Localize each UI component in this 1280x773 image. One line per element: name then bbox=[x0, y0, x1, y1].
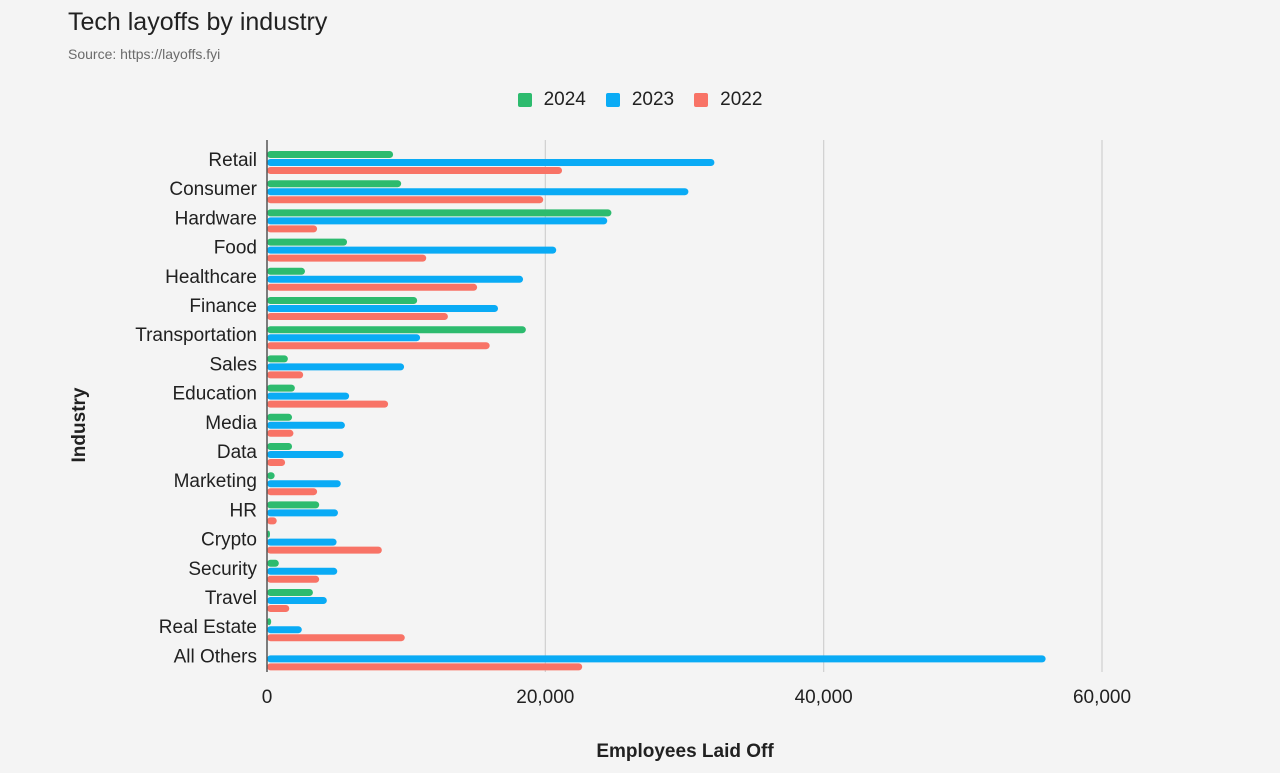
y-tick-label: Real Estate bbox=[159, 617, 257, 638]
y-tick-label: Security bbox=[188, 559, 257, 580]
bar-2022-education[interactable] bbox=[267, 400, 389, 408]
bar-2022-sales[interactable] bbox=[267, 371, 304, 379]
bar-2023-hardware[interactable] bbox=[267, 217, 608, 225]
bar-2024-transportation[interactable] bbox=[267, 326, 526, 334]
bar-2022-marketing[interactable] bbox=[267, 488, 318, 496]
bar-2023-all-others[interactable] bbox=[267, 655, 1046, 663]
bar-2023-sales[interactable] bbox=[267, 363, 405, 371]
bar-2023-crypto[interactable] bbox=[267, 538, 337, 546]
bar-2024-data[interactable] bbox=[267, 443, 293, 450]
bars bbox=[267, 151, 1046, 671]
bar-2022-healthcare[interactable] bbox=[267, 283, 478, 291]
bar-2024-hardware[interactable] bbox=[267, 209, 612, 217]
bar-2022-data[interactable] bbox=[267, 459, 286, 466]
bar-2023-marketing[interactable] bbox=[267, 480, 341, 488]
legend: 2024 2023 2022 bbox=[0, 89, 1280, 111]
bar-2024-retail[interactable] bbox=[267, 151, 394, 158]
y-tick-label: Media bbox=[205, 413, 257, 434]
bar-2023-transportation[interactable] bbox=[267, 334, 421, 342]
y-tick-label: Sales bbox=[209, 354, 257, 375]
x-tick-label: 40,000 bbox=[795, 687, 853, 708]
legend-label: 2022 bbox=[720, 89, 763, 110]
bar-2023-security[interactable] bbox=[267, 567, 338, 575]
x-axis-title: Employees Laid Off bbox=[596, 741, 774, 762]
y-tick-label: Food bbox=[214, 238, 257, 259]
bar-2022-media[interactable] bbox=[267, 429, 294, 437]
bar-2022-consumer[interactable] bbox=[267, 196, 544, 204]
bar-2023-travel[interactable] bbox=[267, 597, 327, 604]
y-tick-label: Hardware bbox=[175, 208, 257, 229]
chart-title: Tech layoffs by industry bbox=[68, 8, 328, 36]
y-tick-label: Consumer bbox=[169, 179, 257, 200]
bar-2024-security[interactable] bbox=[267, 559, 279, 567]
y-tick-label: Finance bbox=[189, 296, 257, 317]
x-tick-label: 60,000 bbox=[1073, 687, 1131, 708]
bar-2023-healthcare[interactable] bbox=[267, 275, 524, 283]
bar-2023-media[interactable] bbox=[267, 421, 345, 429]
y-tick-label: Transportation bbox=[135, 325, 257, 346]
bar-2024-education[interactable] bbox=[267, 384, 295, 392]
bar-2023-education[interactable] bbox=[267, 392, 350, 400]
bar-2024-sales[interactable] bbox=[267, 355, 288, 363]
y-tick-label: Marketing bbox=[174, 471, 257, 492]
legend-item-2022[interactable]: 2022 bbox=[694, 89, 762, 111]
bar-2022-finance[interactable] bbox=[267, 313, 448, 320]
bar-2022-hr[interactable] bbox=[267, 517, 277, 525]
chart-subtitle: Source: https://layoffs.fyi bbox=[68, 46, 221, 62]
bar-2023-finance[interactable] bbox=[267, 305, 499, 312]
legend-swatch bbox=[605, 93, 620, 107]
bar-2022-crypto[interactable] bbox=[267, 546, 382, 554]
bar-2024-media[interactable] bbox=[267, 413, 293, 421]
legend-label: 2023 bbox=[631, 89, 675, 110]
bar-2024-real-estate[interactable] bbox=[267, 618, 272, 626]
x-tick-label: 20,000 bbox=[516, 687, 574, 708]
legend-item-2024[interactable]: 2024 bbox=[517, 89, 586, 111]
bar-2023-food[interactable] bbox=[267, 246, 557, 254]
bar-2022-retail[interactable] bbox=[267, 167, 563, 174]
bar-2022-travel[interactable] bbox=[267, 605, 290, 612]
bar-2024-consumer[interactable] bbox=[267, 180, 402, 188]
bar-2024-travel[interactable] bbox=[267, 589, 313, 596]
y-axis-title: Industry bbox=[69, 387, 90, 462]
legend-swatch bbox=[694, 93, 709, 107]
x-tick-label: 0 bbox=[262, 687, 273, 708]
bar-2022-transportation[interactable] bbox=[267, 342, 490, 350]
legend-label: 2024 bbox=[543, 89, 586, 110]
bar-2023-consumer[interactable] bbox=[267, 188, 689, 196]
bar-2024-healthcare[interactable] bbox=[267, 267, 305, 275]
y-tick-label: Data bbox=[217, 442, 258, 463]
legend-swatch bbox=[517, 93, 532, 107]
bar-2022-food[interactable] bbox=[267, 254, 427, 262]
y-tick-label: HR bbox=[230, 500, 257, 521]
bar-2023-retail[interactable] bbox=[267, 159, 715, 166]
y-tick-label: Retail bbox=[208, 150, 257, 171]
y-tick-label: All Others bbox=[174, 646, 257, 667]
bar-2024-hr[interactable] bbox=[267, 501, 320, 509]
bar-2022-security[interactable] bbox=[267, 575, 320, 583]
y-tick-label: Travel bbox=[205, 588, 257, 609]
y-tick-label: Education bbox=[172, 384, 257, 405]
bar-2022-all-others[interactable] bbox=[267, 663, 583, 671]
bar-2024-marketing[interactable] bbox=[267, 472, 275, 480]
bar-2022-hardware[interactable] bbox=[267, 225, 318, 233]
bar-2024-finance[interactable] bbox=[267, 297, 418, 304]
bar-2024-food[interactable] bbox=[267, 238, 348, 246]
y-tick-label: Healthcare bbox=[165, 267, 257, 288]
bar-2023-data[interactable] bbox=[267, 451, 344, 458]
legend-item-2023[interactable]: 2023 bbox=[605, 89, 675, 111]
x-tick-labels: 0 20,000 40,000 60,000 bbox=[262, 687, 1131, 708]
bar-2022-real-estate[interactable] bbox=[267, 634, 405, 642]
bar-2023-real-estate[interactable] bbox=[267, 626, 302, 634]
y-tick-labels: Retail Consumer Hardware Food Healthcare Fina… bbox=[135, 150, 257, 667]
gridlines bbox=[544, 140, 1103, 672]
bar-2023-hr[interactable] bbox=[267, 509, 338, 517]
y-tick-label: Crypto bbox=[201, 530, 257, 551]
